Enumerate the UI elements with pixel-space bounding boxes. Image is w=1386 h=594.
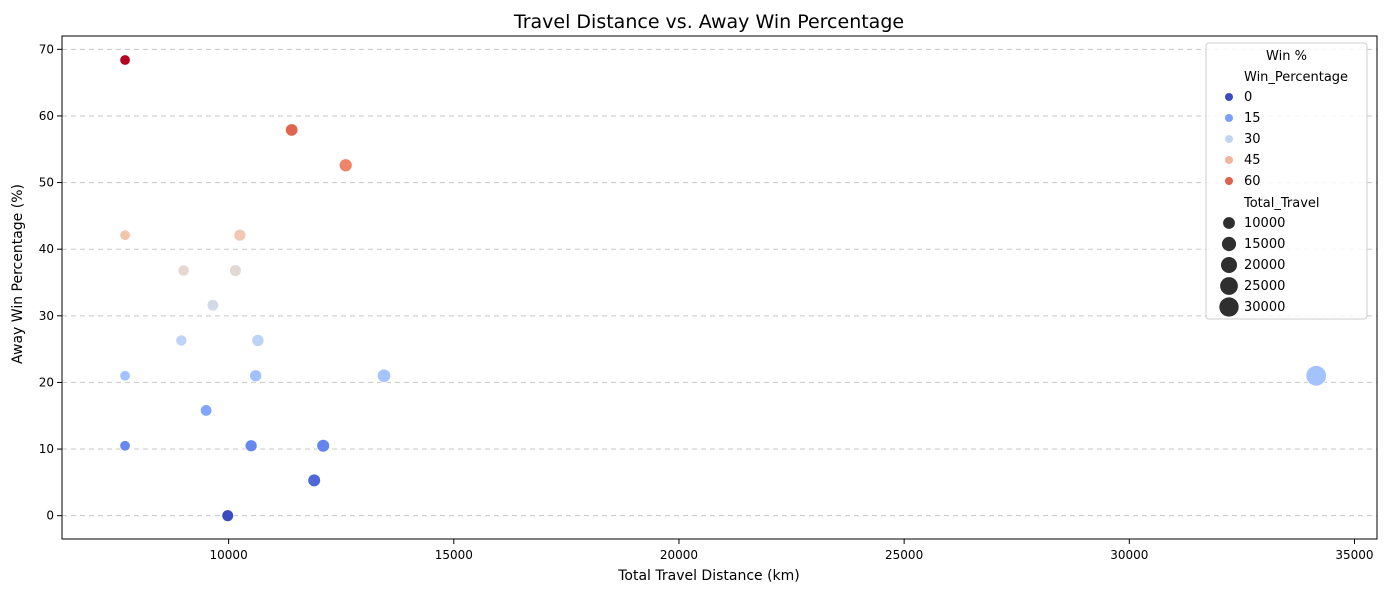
axes-layer: 10000 15000 20000 25000 30000 35000 0 10 20 30 40 5… xyxy=(39,35,1378,562)
legend: Win % Win_Percentage Total_Travel 0 15 30 4… xyxy=(1205,42,1368,320)
x-tick-label: 10000 xyxy=(210,548,248,562)
scatter-point xyxy=(244,439,258,453)
scatter-point xyxy=(119,229,131,241)
legend-size-marker xyxy=(1220,277,1238,295)
legend-size-marker xyxy=(1223,217,1235,229)
x-tick-label: 30000 xyxy=(1110,548,1148,562)
scatter-point xyxy=(233,228,247,242)
scatter-point xyxy=(199,404,213,417)
x-tick-label: 35000 xyxy=(1335,548,1373,562)
legend-size-label: 20000 xyxy=(1244,258,1285,273)
y-tick-label: 0 xyxy=(46,509,54,523)
legend-frame xyxy=(1205,42,1368,320)
y-tick-label: 20 xyxy=(39,375,54,389)
y-tick-label: 10 xyxy=(39,442,54,456)
y-tick-label: 30 xyxy=(39,309,54,323)
x-tick-label: 25000 xyxy=(885,548,923,562)
scatter-point xyxy=(1305,365,1327,387)
legend-hue-marker xyxy=(1225,135,1233,143)
x-axis-label: Total Travel Distance (km) xyxy=(617,568,800,584)
scatter-point xyxy=(249,369,263,383)
scatter-point xyxy=(119,54,131,66)
legend-size-marker xyxy=(1221,236,1237,252)
legend-title: Win % xyxy=(1266,49,1307,64)
chart-title: Travel Distance vs. Away Win Percentage xyxy=(513,11,904,33)
y-tick-label: 60 xyxy=(39,109,54,123)
scatter-point xyxy=(251,333,265,347)
scatter-point xyxy=(376,368,392,383)
legend-hue-marker xyxy=(1225,177,1233,185)
legend-hue-label: 15 xyxy=(1244,111,1261,126)
legend-hue-label: 30 xyxy=(1244,132,1261,147)
scatter-point xyxy=(206,298,220,312)
scatter-point xyxy=(221,509,235,522)
scatter-point xyxy=(316,438,331,453)
legend-hue-label: 60 xyxy=(1244,174,1261,189)
legend-size-label: 10000 xyxy=(1244,216,1285,231)
legend-size-label: 25000 xyxy=(1244,279,1285,294)
legend-size-label: 30000 xyxy=(1244,300,1285,315)
plot-frame xyxy=(61,35,1378,540)
legend-size-title: Total_Travel xyxy=(1243,196,1320,211)
legend-hue-marker xyxy=(1225,156,1233,164)
legend-hue-label: 0 xyxy=(1244,90,1252,105)
y-tick-label: 40 xyxy=(39,242,54,256)
y-tick-label: 50 xyxy=(39,176,54,190)
legend-size-marker xyxy=(1219,297,1239,317)
legend-hue-marker xyxy=(1225,93,1233,101)
points-layer xyxy=(119,54,1327,522)
x-tick-label: 20000 xyxy=(660,548,698,562)
x-tick-label: 15000 xyxy=(435,548,473,562)
scatter-point xyxy=(119,440,131,452)
scatter-point xyxy=(285,123,299,137)
scatter-point xyxy=(119,370,131,382)
legend-hue-marker xyxy=(1225,114,1233,122)
scatter-point xyxy=(338,158,353,173)
legend-hue-title: Win_Percentage xyxy=(1244,70,1348,85)
scatter-point xyxy=(307,473,321,488)
y-tick-label: 70 xyxy=(39,42,54,56)
y-axis-label: Away Win Percentage (%) xyxy=(10,184,26,364)
legend-hue-label: 45 xyxy=(1244,153,1261,168)
scatter-point xyxy=(175,334,188,347)
scatter-point xyxy=(177,264,190,277)
grid-layer xyxy=(62,48,1377,517)
scatter-point xyxy=(229,264,242,277)
legend-size-label: 15000 xyxy=(1244,237,1285,252)
legend-size-marker xyxy=(1220,256,1238,274)
